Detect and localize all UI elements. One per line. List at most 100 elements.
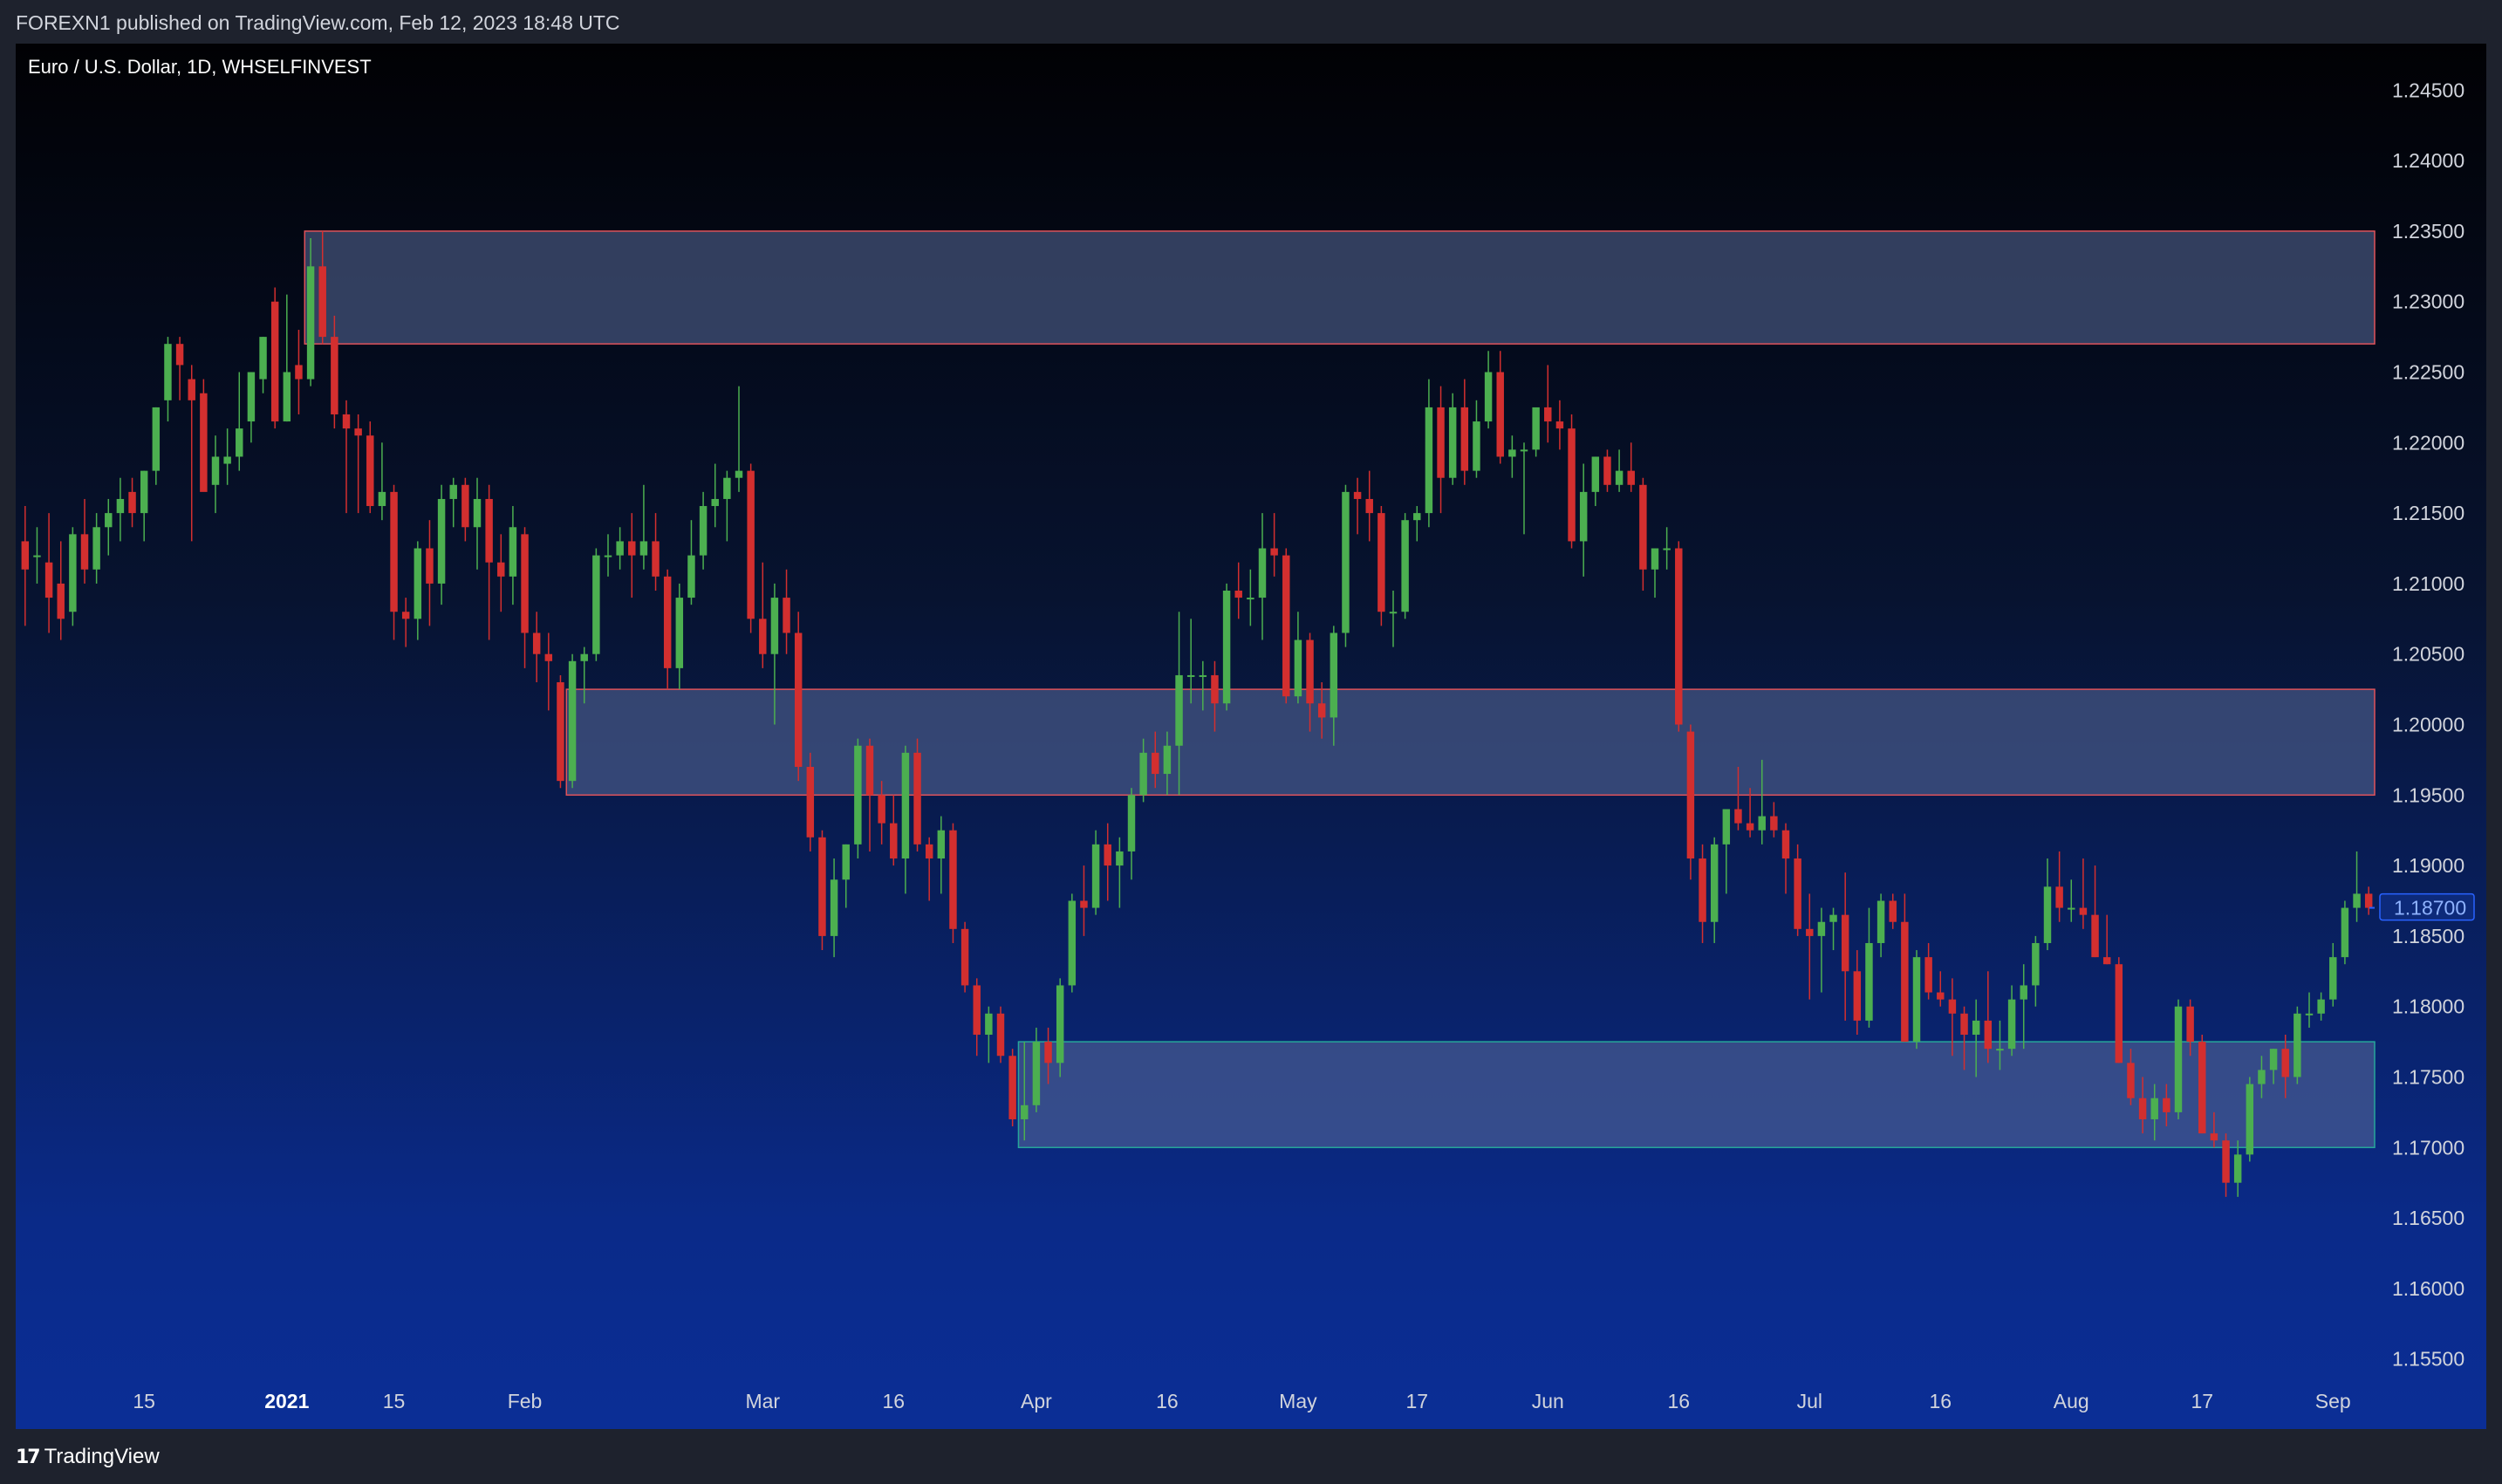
candle-body	[1520, 449, 1528, 452]
candle-body	[2198, 1042, 2206, 1134]
time-axis-label: Sep	[2315, 1390, 2351, 1412]
price-axis-label: 1.23500	[2392, 220, 2464, 243]
tradingview-logo[interactable]: 17 TradingView	[16, 1445, 160, 1469]
price-axis-label: 1.19000	[2392, 854, 2464, 877]
candle-body	[449, 484, 457, 499]
candle-body	[1234, 590, 1242, 598]
candle-body	[1186, 674, 1195, 677]
candle-body	[711, 498, 719, 507]
chart-canvas[interactable]: 1.24500 1.24000 1.23500 1.23000 1.22500 1.220…	[16, 44, 2486, 1429]
candle-body	[485, 498, 493, 563]
candle-body	[2007, 999, 2016, 1050]
candle-body	[354, 428, 362, 436]
candle-body	[723, 477, 731, 499]
candle-body	[1448, 407, 1457, 478]
candle-body	[878, 795, 885, 824]
tradingview-brand-text: TradingView	[44, 1445, 160, 1468]
candle-body	[366, 435, 374, 507]
candle-body	[1841, 914, 1849, 972]
price-axis-label: 1.24500	[2392, 79, 2464, 101]
time-axis-label: 17	[2191, 1390, 2213, 1412]
time-axis-label: Apr	[1021, 1390, 1052, 1412]
price-axis-label: 1.16000	[2392, 1277, 2464, 1300]
candle-body	[616, 541, 624, 556]
candle-body	[1270, 548, 1278, 556]
candle-body	[1437, 407, 1445, 478]
candle-body	[1686, 731, 1695, 859]
candle-body	[842, 844, 850, 880]
chart-panel[interactable]: 1.24500 1.24000 1.23500 1.23000 1.22500 1.220…	[16, 44, 2486, 1429]
price-axis-label: 1.19500	[2392, 783, 2464, 806]
time-axis-label: Jun	[1532, 1390, 1564, 1412]
candle-body	[1639, 484, 1647, 570]
candle-body	[1781, 830, 1790, 859]
candle-body	[2032, 942, 2040, 986]
time-axis-label: 16	[1929, 1390, 1952, 1412]
candle-body	[1317, 703, 1326, 718]
candle-body	[973, 985, 981, 1036]
candle-body	[2281, 1049, 2289, 1077]
candle-body	[342, 414, 351, 429]
candle-body	[1544, 407, 1552, 422]
price-axis-label: 1.21000	[2392, 572, 2464, 595]
candle-body	[865, 745, 874, 796]
candle-body	[2269, 1049, 2278, 1070]
candle-body	[960, 928, 969, 986]
candle-body	[1306, 639, 1314, 704]
candle-body	[1996, 1049, 2004, 1051]
price-axis-label: 1.20500	[2392, 643, 2464, 666]
time-axis-label: 17	[1405, 1390, 1428, 1412]
candle-body	[270, 301, 279, 422]
time-axis-label: Aug	[2054, 1390, 2089, 1412]
candle-body	[1211, 674, 1219, 704]
time-axis-label: Jul	[1797, 1390, 1822, 1412]
candle-body	[521, 534, 529, 633]
candle-body	[818, 837, 826, 936]
candle-body	[2163, 1098, 2170, 1112]
candle-body	[663, 576, 672, 668]
candle-body	[1603, 456, 1611, 485]
candle-body	[247, 372, 256, 422]
price-axis-label: 1.23000	[2392, 291, 2464, 313]
candle-body	[21, 541, 30, 570]
price-axis-label: 1.21500	[2392, 502, 2464, 524]
candle-body	[2294, 1013, 2301, 1077]
candle-body	[1377, 513, 1385, 612]
candle-body	[236, 428, 243, 457]
price-axis-label: 1.22000	[2392, 431, 2464, 454]
candle-body	[1068, 900, 1077, 986]
price-axis-label: 1.16500	[2392, 1207, 2464, 1229]
candle-body	[1579, 491, 1588, 542]
candle-body	[2138, 1098, 2147, 1119]
price-axis-label: 1.18000	[2392, 995, 2464, 1018]
time-axis-label: Feb	[508, 1390, 543, 1412]
candle-body	[1091, 844, 1100, 908]
candle-body	[675, 598, 684, 668]
candle-body	[33, 555, 41, 557]
candle-body	[1365, 498, 1373, 514]
demand-zone	[1017, 1041, 2376, 1149]
candle-body	[1912, 957, 1921, 1043]
candle-body	[414, 548, 422, 619]
candle-body	[2353, 893, 2361, 908]
candle-body	[1627, 470, 1635, 485]
candle-body	[1199, 674, 1207, 677]
candle-body	[913, 752, 921, 845]
candle-body	[592, 555, 600, 654]
time-axis-label: Mar	[745, 1390, 780, 1412]
candle-body	[1473, 421, 1480, 471]
candle-body	[1770, 816, 1778, 831]
footer-bar: 17 TradingView	[0, 1429, 2502, 1484]
candle-body	[1960, 1013, 1968, 1036]
candle-body	[1330, 633, 1338, 718]
candle-body	[1460, 407, 1469, 471]
supply-zone	[304, 230, 2376, 345]
last-price-box	[2379, 892, 2475, 921]
candle-body	[1389, 612, 1398, 614]
candle-body	[1116, 851, 1124, 866]
candle-body	[223, 456, 231, 464]
candle-body	[2150, 1098, 2158, 1119]
time-axis-label: 15	[133, 1390, 155, 1412]
time-axis-label: May	[1279, 1390, 1317, 1412]
candle-body	[295, 365, 303, 380]
